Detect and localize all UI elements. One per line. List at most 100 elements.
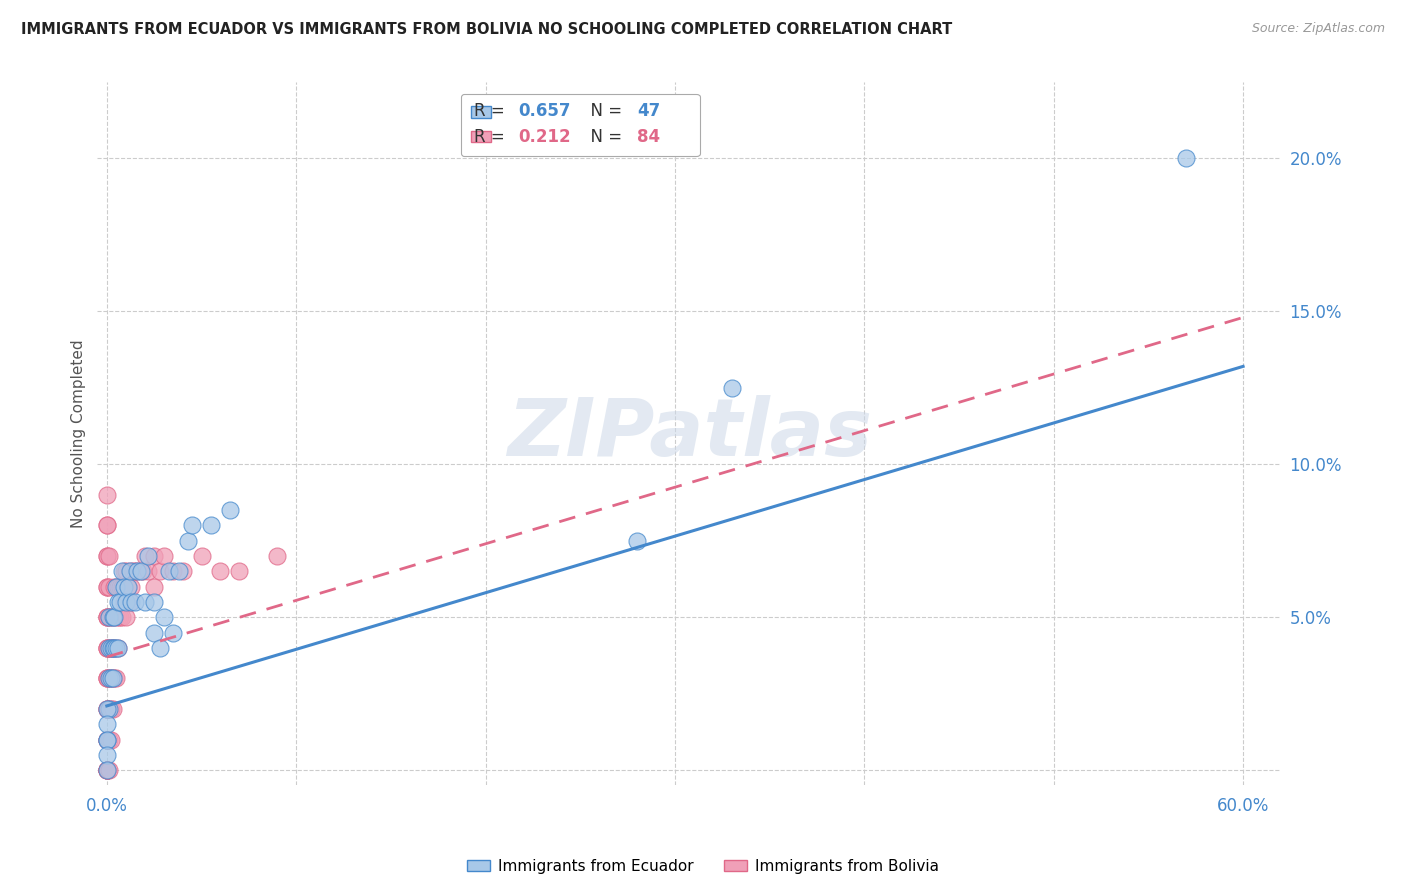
Point: [96, 610, 118, 624]
Point: [127, 564, 149, 578]
Point: [103, 640, 125, 655]
Point: [97, 549, 120, 563]
Point: [143, 595, 166, 609]
Point: [96, 763, 118, 777]
Point: [143, 625, 166, 640]
Y-axis label: No Schooling Completed: No Schooling Completed: [72, 339, 86, 528]
Point: [143, 549, 166, 563]
Point: [97, 672, 120, 686]
Point: [96, 640, 118, 655]
Point: [124, 595, 146, 609]
Point: [97, 610, 120, 624]
Point: [626, 533, 648, 548]
Point: [107, 640, 129, 655]
Point: [96, 610, 118, 624]
Point: [103, 610, 125, 624]
Point: [96, 672, 118, 686]
Point: [96, 763, 118, 777]
Point: [96, 747, 118, 762]
Point: [138, 549, 160, 563]
Point: [96, 732, 118, 747]
Point: [134, 549, 156, 563]
Point: [112, 564, 135, 578]
Point: [97, 640, 120, 655]
Point: [132, 564, 155, 578]
Point: [118, 564, 141, 578]
Text: ZIPatlas: ZIPatlas: [506, 394, 872, 473]
Point: [96, 732, 118, 747]
Point: [100, 610, 122, 624]
Point: [200, 518, 222, 533]
Point: [96, 763, 118, 777]
Point: [122, 564, 145, 578]
Point: [96, 717, 118, 731]
Point: [111, 564, 134, 578]
Point: [107, 595, 129, 609]
Point: [101, 640, 124, 655]
Point: [107, 580, 129, 594]
Point: [114, 595, 136, 609]
Legend:                                     ,                                     : ,: [461, 94, 700, 156]
Point: [143, 580, 166, 594]
Point: [96, 732, 118, 747]
Point: [152, 549, 174, 563]
Point: [96, 580, 118, 594]
Point: [114, 595, 136, 609]
Legend: Immigrants from Ecuador, Immigrants from Bolivia: Immigrants from Ecuador, Immigrants from…: [461, 853, 945, 880]
Point: [177, 533, 200, 548]
Point: [97, 702, 120, 716]
Point: [138, 564, 160, 578]
Point: [111, 610, 134, 624]
Text: Source: ZipAtlas.com: Source: ZipAtlas.com: [1251, 22, 1385, 36]
Point: [172, 564, 194, 578]
Point: [97, 580, 120, 594]
Point: [112, 580, 135, 594]
Point: [108, 610, 131, 624]
Text: 47: 47: [637, 102, 661, 120]
Point: [97, 763, 120, 777]
Point: [219, 503, 242, 517]
Point: [107, 610, 129, 624]
Text: N =: N =: [581, 128, 627, 145]
Point: [117, 580, 139, 594]
Point: [96, 488, 118, 502]
Point: [134, 595, 156, 609]
Point: [209, 564, 232, 578]
Point: [96, 702, 118, 716]
Text: N =: N =: [581, 102, 627, 120]
Point: [228, 564, 250, 578]
Point: [96, 702, 118, 716]
Point: [118, 564, 141, 578]
Point: [266, 549, 288, 563]
Point: [149, 564, 172, 578]
Point: [101, 610, 124, 624]
Point: [100, 640, 122, 655]
Point: [97, 610, 120, 624]
Point: [167, 564, 190, 578]
Point: [100, 672, 122, 686]
Point: [96, 640, 118, 655]
Text: 84: 84: [637, 128, 661, 145]
Point: [96, 763, 118, 777]
Point: [118, 595, 141, 609]
Point: [152, 610, 174, 624]
Point: [157, 564, 180, 578]
Point: [162, 625, 184, 640]
Point: [101, 702, 124, 716]
Point: [108, 595, 131, 609]
Point: [105, 580, 128, 594]
Point: [129, 564, 152, 578]
Point: [107, 640, 129, 655]
Point: [96, 702, 118, 716]
Point: [96, 549, 118, 563]
Point: [1175, 152, 1198, 166]
Text: 0.212: 0.212: [519, 128, 571, 145]
Point: [96, 732, 118, 747]
Point: [97, 640, 120, 655]
Point: [96, 763, 118, 777]
Point: [96, 640, 118, 655]
Point: [105, 580, 128, 594]
Point: [97, 732, 120, 747]
Point: [101, 640, 124, 655]
Point: [105, 610, 128, 624]
